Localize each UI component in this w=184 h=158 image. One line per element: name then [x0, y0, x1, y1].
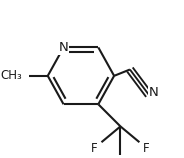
Text: N: N [59, 41, 68, 54]
Text: CH₃: CH₃ [0, 69, 22, 82]
Text: F: F [143, 142, 150, 155]
Text: N: N [149, 86, 158, 99]
Text: F: F [91, 142, 98, 155]
